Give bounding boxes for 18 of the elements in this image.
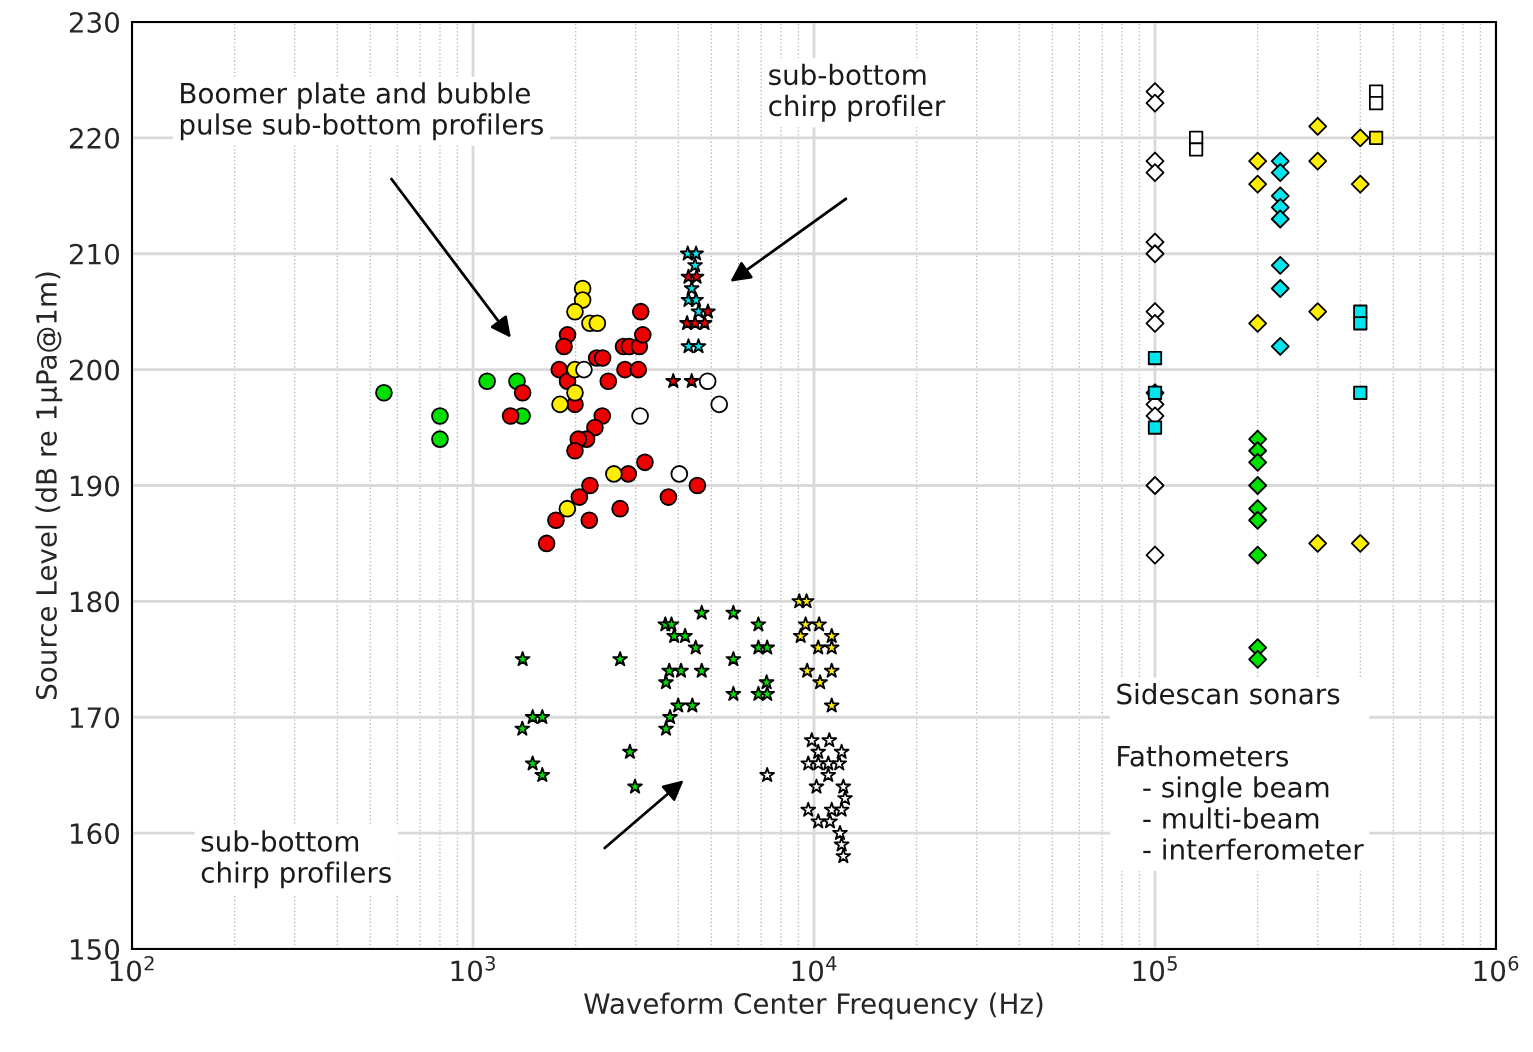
y-tick-label: 210	[69, 243, 120, 265]
text: Sidescan sonars Fathometers - single beam - multi-beam - interferometer	[1117, 682, 1364, 860]
x-axis-title: Waveform Center Frequency (Hz)	[584, 992, 1043, 1020]
y-tick-label: 180	[70, 591, 120, 613]
y-tick-label: 200	[69, 359, 120, 381]
x-tick-label: 10$^{3}$	[451, 955, 495, 982]
annotation: sub-bottom chirp profiler	[769, 63, 946, 122]
y-tick-label: 160	[70, 823, 120, 845]
annotation: Boomer plate and bubble pulse sub-bottom profilers	[180, 82, 544, 141]
y-tick-label: 190	[70, 475, 120, 497]
y-axis-title: Source Level (dB re 1μPa@1m)	[35, 272, 63, 699]
x-tick-label: 10$^{4}$	[792, 956, 837, 982]
annotation: sub-bottom chirp profilers	[201, 830, 391, 889]
x-tick-label: 10$^{6}$	[1474, 955, 1519, 982]
y-tick-label: 170	[70, 707, 120, 729]
y-tick-label: 220	[69, 127, 120, 149]
y-tick-label: 230	[69, 11, 120, 33]
x-tick-label: 10$^{5}$	[1133, 956, 1177, 982]
